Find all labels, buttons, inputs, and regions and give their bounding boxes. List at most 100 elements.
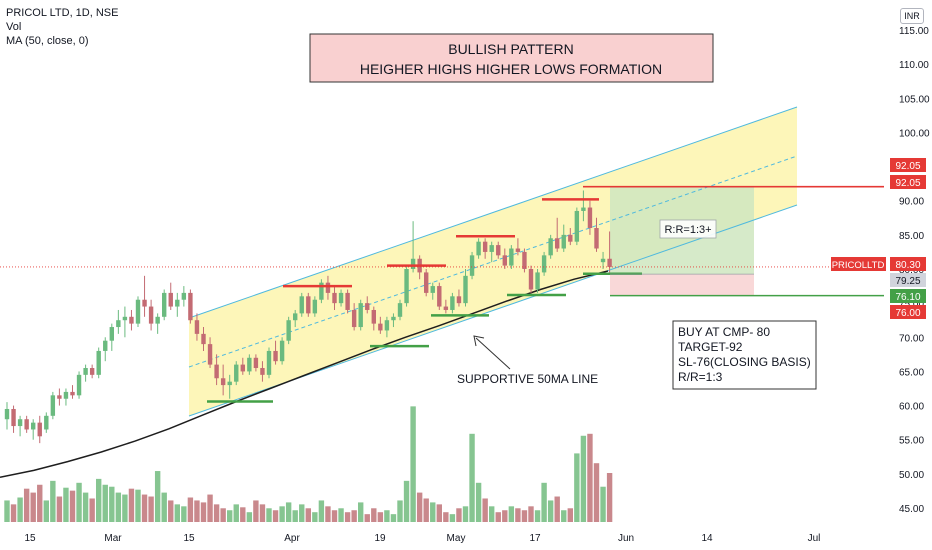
volume-bar bbox=[416, 492, 423, 522]
candle-body bbox=[207, 344, 213, 365]
volume-bar bbox=[181, 506, 187, 522]
volume-bar bbox=[285, 502, 292, 522]
price-tag-current: 80.30 bbox=[895, 260, 920, 271]
candle-body bbox=[319, 282, 324, 300]
candle-body bbox=[424, 272, 429, 293]
volume-bar bbox=[128, 488, 135, 522]
volume-bar bbox=[4, 500, 10, 522]
candle-body bbox=[37, 422, 42, 437]
volume-bar bbox=[194, 500, 200, 522]
volume-bar bbox=[279, 506, 285, 522]
candle-body bbox=[83, 368, 88, 375]
candle-body bbox=[253, 357, 259, 369]
channel-top-line bbox=[188, 106, 798, 319]
x-tick-label: Jul bbox=[808, 533, 821, 544]
volume-bar bbox=[23, 488, 30, 522]
volume-bar bbox=[227, 510, 233, 522]
x-tick-label: Jun bbox=[618, 533, 634, 544]
volume-bar bbox=[246, 512, 253, 522]
volume-bar bbox=[207, 494, 213, 522]
candle-body bbox=[129, 316, 134, 324]
candle-body bbox=[247, 357, 252, 372]
volume-bar bbox=[272, 510, 279, 522]
candle-body bbox=[594, 228, 599, 249]
legend-symbol[interactable]: PRICOL LTD, 1D, NSE bbox=[6, 7, 119, 19]
volume-bar bbox=[489, 506, 495, 522]
candle-body bbox=[142, 299, 147, 307]
volume-bar bbox=[292, 510, 298, 522]
volume-bar bbox=[43, 500, 49, 522]
volume-bar bbox=[50, 480, 56, 522]
candle-body bbox=[371, 309, 376, 324]
volume-bar bbox=[541, 482, 547, 522]
volume-bar bbox=[56, 496, 63, 522]
volume-bar bbox=[200, 502, 207, 522]
candle-body bbox=[496, 245, 501, 256]
volume-bar bbox=[305, 508, 311, 522]
volume-bar bbox=[456, 508, 462, 522]
candle-body bbox=[44, 415, 49, 430]
volume-bar bbox=[187, 497, 194, 522]
y-tick-label: 110.00 bbox=[899, 60, 929, 71]
candle-body bbox=[463, 275, 468, 304]
volume-bar bbox=[82, 492, 89, 522]
candle-body bbox=[76, 374, 82, 396]
candle-body bbox=[50, 395, 56, 416]
price-tag-stop-line: 76.10 bbox=[895, 292, 920, 303]
volume-bar bbox=[351, 510, 357, 522]
candle-body bbox=[116, 320, 121, 328]
volume-bar bbox=[266, 508, 272, 522]
candle-body bbox=[135, 299, 141, 324]
title-box bbox=[309, 33, 714, 83]
volume-bar bbox=[462, 506, 469, 522]
candle-body bbox=[266, 350, 272, 375]
volume-bar bbox=[148, 496, 154, 522]
price-tag-stop-bg bbox=[890, 305, 926, 319]
volume-bar bbox=[482, 498, 488, 522]
volume-bar bbox=[430, 502, 436, 522]
volume-bar bbox=[410, 406, 416, 522]
candle-body bbox=[234, 364, 239, 382]
candle-body bbox=[522, 251, 527, 269]
candle-body bbox=[365, 303, 370, 310]
volume-bar bbox=[69, 490, 76, 522]
x-tick-label: 19 bbox=[374, 533, 386, 544]
price-tag-target-top-bg bbox=[890, 158, 926, 172]
candle-body bbox=[273, 350, 278, 362]
supportive-arrowhead bbox=[473, 335, 485, 347]
x-tick-label: Apr bbox=[284, 533, 300, 544]
price-tag-entry: 79.25 bbox=[895, 276, 920, 287]
volume-bar bbox=[606, 473, 613, 522]
candle-body bbox=[306, 296, 311, 314]
candle-body bbox=[345, 292, 350, 310]
y-tick-label: 105.00 bbox=[899, 94, 930, 105]
candle-body bbox=[358, 303, 363, 328]
volume-bar bbox=[508, 506, 515, 522]
volume-bar bbox=[521, 510, 528, 522]
candle-body bbox=[24, 419, 29, 430]
volume-bar bbox=[213, 504, 220, 522]
legend-vol[interactable]: Vol bbox=[6, 21, 22, 33]
volume-bar bbox=[135, 489, 141, 522]
title-line-1: BULLISH PATTERN bbox=[448, 41, 574, 57]
price-tag-current-bg bbox=[890, 257, 926, 271]
y-tick-label: 50.00 bbox=[899, 470, 924, 481]
y-tick-label: 100.00 bbox=[899, 128, 930, 139]
candle-body bbox=[568, 234, 573, 242]
candle-body bbox=[4, 408, 10, 420]
volume-bar bbox=[115, 492, 122, 522]
legend-ma[interactable]: MA (50, close, 0) bbox=[6, 35, 89, 47]
candle-body bbox=[456, 296, 462, 304]
volume-bar bbox=[443, 512, 449, 522]
volume-bar bbox=[299, 504, 305, 522]
volume-bar bbox=[17, 497, 23, 522]
volume-bar bbox=[37, 484, 43, 522]
candle-body bbox=[103, 340, 108, 351]
y-tick-label: 45.00 bbox=[899, 504, 924, 515]
currency-button[interactable]: INR bbox=[900, 8, 924, 24]
candle-body bbox=[293, 313, 298, 321]
volume-bar bbox=[547, 500, 554, 522]
candle-body bbox=[509, 248, 514, 266]
